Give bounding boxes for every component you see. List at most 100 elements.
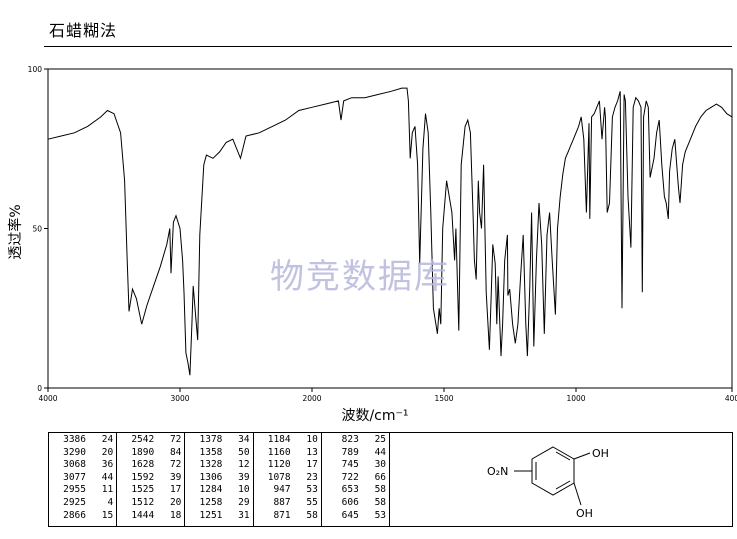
peak-transmittance: 72: [169, 459, 182, 471]
peak-table-row: 606 58: [325, 497, 386, 510]
peak-table-row: 1120 17: [257, 459, 318, 472]
x-tick-label: 2000: [302, 394, 321, 403]
peak-transmittance: 44: [101, 471, 114, 483]
peak-wavenumber: 2542: [131, 434, 155, 445]
peak-transmittance: 10: [306, 434, 318, 445]
x-tick-label: 4000: [38, 394, 57, 403]
peak-transmittance: 13: [306, 446, 318, 458]
peak-wavenumber: 887: [273, 496, 291, 508]
peak-table-row: 1525 17: [120, 484, 181, 497]
peak-table-row: 1628 72: [120, 459, 181, 472]
peak-wavenumber: 1306: [199, 471, 223, 483]
peak-transmittance: 20: [169, 496, 182, 508]
peak-transmittance: 12: [238, 459, 250, 471]
peak-table-column: 1378 34 1358 50 1328 12 1306 39 1284 10 1258 29 1251…: [185, 433, 254, 526]
peak-transmittance: 39: [169, 471, 182, 483]
peak-table-row: 2925 4: [52, 497, 113, 510]
title-divider: [44, 46, 732, 47]
peak-transmittance: 31: [238, 509, 250, 521]
x-tick-label: 3000: [170, 394, 189, 403]
peak-wavenumber: 947: [273, 484, 291, 496]
peak-wavenumber: 3386: [63, 434, 86, 445]
peak-table-row: 3077 44: [52, 472, 113, 485]
peak-wavenumber: 1284: [199, 484, 223, 496]
peak-transmittance: 84: [169, 446, 182, 458]
oh-bond-top: [573, 452, 591, 460]
peak-table-row: 1328 12: [188, 459, 250, 472]
peak-transmittance: 4: [107, 496, 114, 508]
peak-table-row: 2866 15: [52, 510, 113, 523]
peak-transmittance: 10: [238, 484, 250, 496]
peak-transmittance: 36: [101, 459, 114, 471]
peak-wavenumber: 1628: [131, 459, 155, 471]
peak-transmittance: 58: [306, 509, 318, 521]
peak-wavenumber: 3068: [63, 459, 86, 471]
peak-table-row: 789 44: [325, 447, 386, 460]
peak-wavenumber: 2925: [63, 496, 86, 508]
x-tick-label: 1500: [434, 394, 453, 403]
peak-table-column: 3386 24 3290 20 3068 36 3077 44 2955 11 2925 4 2866 1…: [49, 433, 118, 526]
peak-table-row: 1251 31: [188, 509, 250, 523]
y-tick-label: 100: [28, 65, 43, 74]
peak-wavenumber: 653: [341, 484, 359, 496]
peak-wavenumber: 745: [341, 459, 359, 471]
peak-wavenumber: 2955: [63, 484, 86, 496]
page-title: 石蜡糊法: [49, 21, 118, 40]
peak-table-row: 745 30: [325, 459, 386, 472]
peak-wavenumber: 823: [341, 434, 359, 445]
peak-transmittance: 55: [306, 496, 318, 508]
nitro-group-label: O₂N: [487, 465, 508, 478]
peak-wavenumber: 1512: [131, 496, 155, 508]
peak-table-row: 1358 50: [188, 446, 250, 460]
peak-table-column: 1184 10 1160 13 1120 17 1078 23 947 53 887 55 871 58: [254, 433, 322, 526]
hydroxyl-label-top: OH: [592, 447, 609, 460]
peak-transmittance: 66: [374, 471, 387, 483]
peak-transmittance: 17: [306, 459, 318, 471]
peak-table-row: 722 66: [325, 472, 386, 485]
x-tick-label: 400: [725, 394, 737, 403]
peak-transmittance: 11: [101, 484, 114, 496]
benzene-ring: [531, 446, 575, 496]
peak-table-row: 2955 11: [52, 484, 113, 497]
peak-transmittance: 50: [238, 446, 250, 458]
peak-wavenumber: 1328: [199, 459, 223, 471]
x-axis-ticks: 4000 3000 2000 1500 1000 400: [38, 388, 737, 403]
peak-transmittance: 34: [238, 434, 250, 445]
peak-wavenumber: 2866: [63, 509, 86, 521]
peak-table: 3386 24 3290 20 3068 36 3077 44 2955 11 2925 4 2866 1…: [48, 432, 390, 527]
peak-table-row: 645 53: [325, 510, 386, 523]
peak-table-row: 3068 36: [52, 459, 113, 472]
peak-transmittance: 44: [374, 446, 387, 458]
peak-table-row: 1592 39: [120, 472, 181, 485]
peak-wavenumber: 1525: [131, 484, 155, 496]
spectrum-line: [47, 87, 733, 376]
peak-wavenumber: 1184: [267, 434, 291, 445]
y-axis-ticks: 0 50 100: [28, 65, 48, 393]
ring-double-bond: [555, 480, 571, 490]
molecule-structure: O₂N OH OH: [487, 446, 609, 520]
peak-transmittance: 30: [374, 459, 387, 471]
peak-transmittance: 29: [238, 496, 250, 508]
peak-wavenumber: 1078: [267, 471, 291, 483]
structure-box: O₂N OH OH: [390, 432, 733, 527]
peak-table-row: 1306 39: [188, 471, 250, 485]
peak-transmittance: 20: [101, 446, 114, 458]
peak-table-row: 2542 72: [120, 434, 181, 447]
y-tick-label: 50: [32, 225, 42, 234]
peak-transmittance: 58: [374, 496, 387, 508]
peak-wavenumber: 3077: [63, 471, 86, 483]
peak-table-row: 823 25: [325, 434, 386, 447]
peak-table-row: 1160 13: [257, 447, 318, 460]
peak-wavenumber: 789: [341, 446, 359, 458]
peak-table-row: 1444 18: [120, 510, 181, 523]
peak-wavenumber: 3290: [63, 446, 86, 458]
peak-table-row: 1258 29: [188, 496, 250, 510]
peak-wavenumber: 1890: [131, 446, 155, 458]
peak-wavenumber: 1378: [199, 434, 223, 445]
x-axis-label: 波数/cm⁻¹: [341, 408, 408, 424]
peak-wavenumber: 1358: [199, 446, 223, 458]
peak-table-row: 871 58: [257, 509, 318, 523]
peak-table-row: 1512 20: [120, 497, 181, 510]
peak-wavenumber: 606: [341, 496, 359, 508]
peak-transmittance: 53: [306, 484, 318, 496]
